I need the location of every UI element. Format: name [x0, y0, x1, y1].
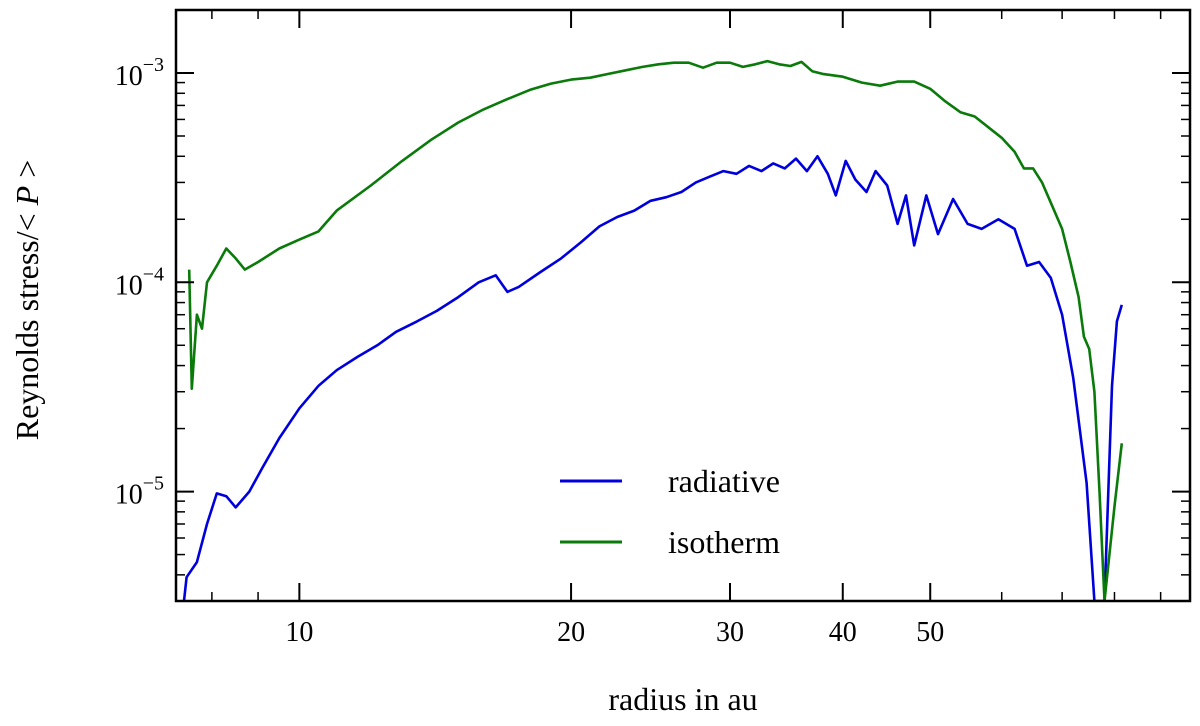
series-line-isotherm — [187, 59, 1124, 601]
x-tick-label: 50 — [916, 617, 944, 648]
x-tick-label: 20 — [557, 617, 585, 648]
x-tick-label: 10 — [285, 617, 313, 648]
tick-label-layer: 10 20 30 40 50 10−5 10−4 10−3 — [115, 54, 945, 648]
x-axis-label: radius in au — [608, 681, 757, 717]
y-tick-label: 10−4 — [115, 263, 164, 301]
tick-layer — [176, 9, 1190, 602]
x-tick-label: 30 — [716, 617, 744, 648]
y-tick-label: 10−5 — [115, 473, 164, 511]
legend-label-radiative: radiative — [668, 463, 780, 499]
legend-label-isotherm: isotherm — [668, 524, 780, 560]
y-axis-label: Reynolds stress/< P > — [9, 160, 45, 441]
series-line-radiative — [182, 155, 1124, 601]
series-layer — [182, 59, 1124, 601]
x-tick-label: 40 — [829, 617, 857, 648]
plot-frame — [174, 8, 1192, 603]
y-tick-label: 10−3 — [115, 54, 164, 92]
legend: radiative isotherm — [560, 463, 780, 560]
